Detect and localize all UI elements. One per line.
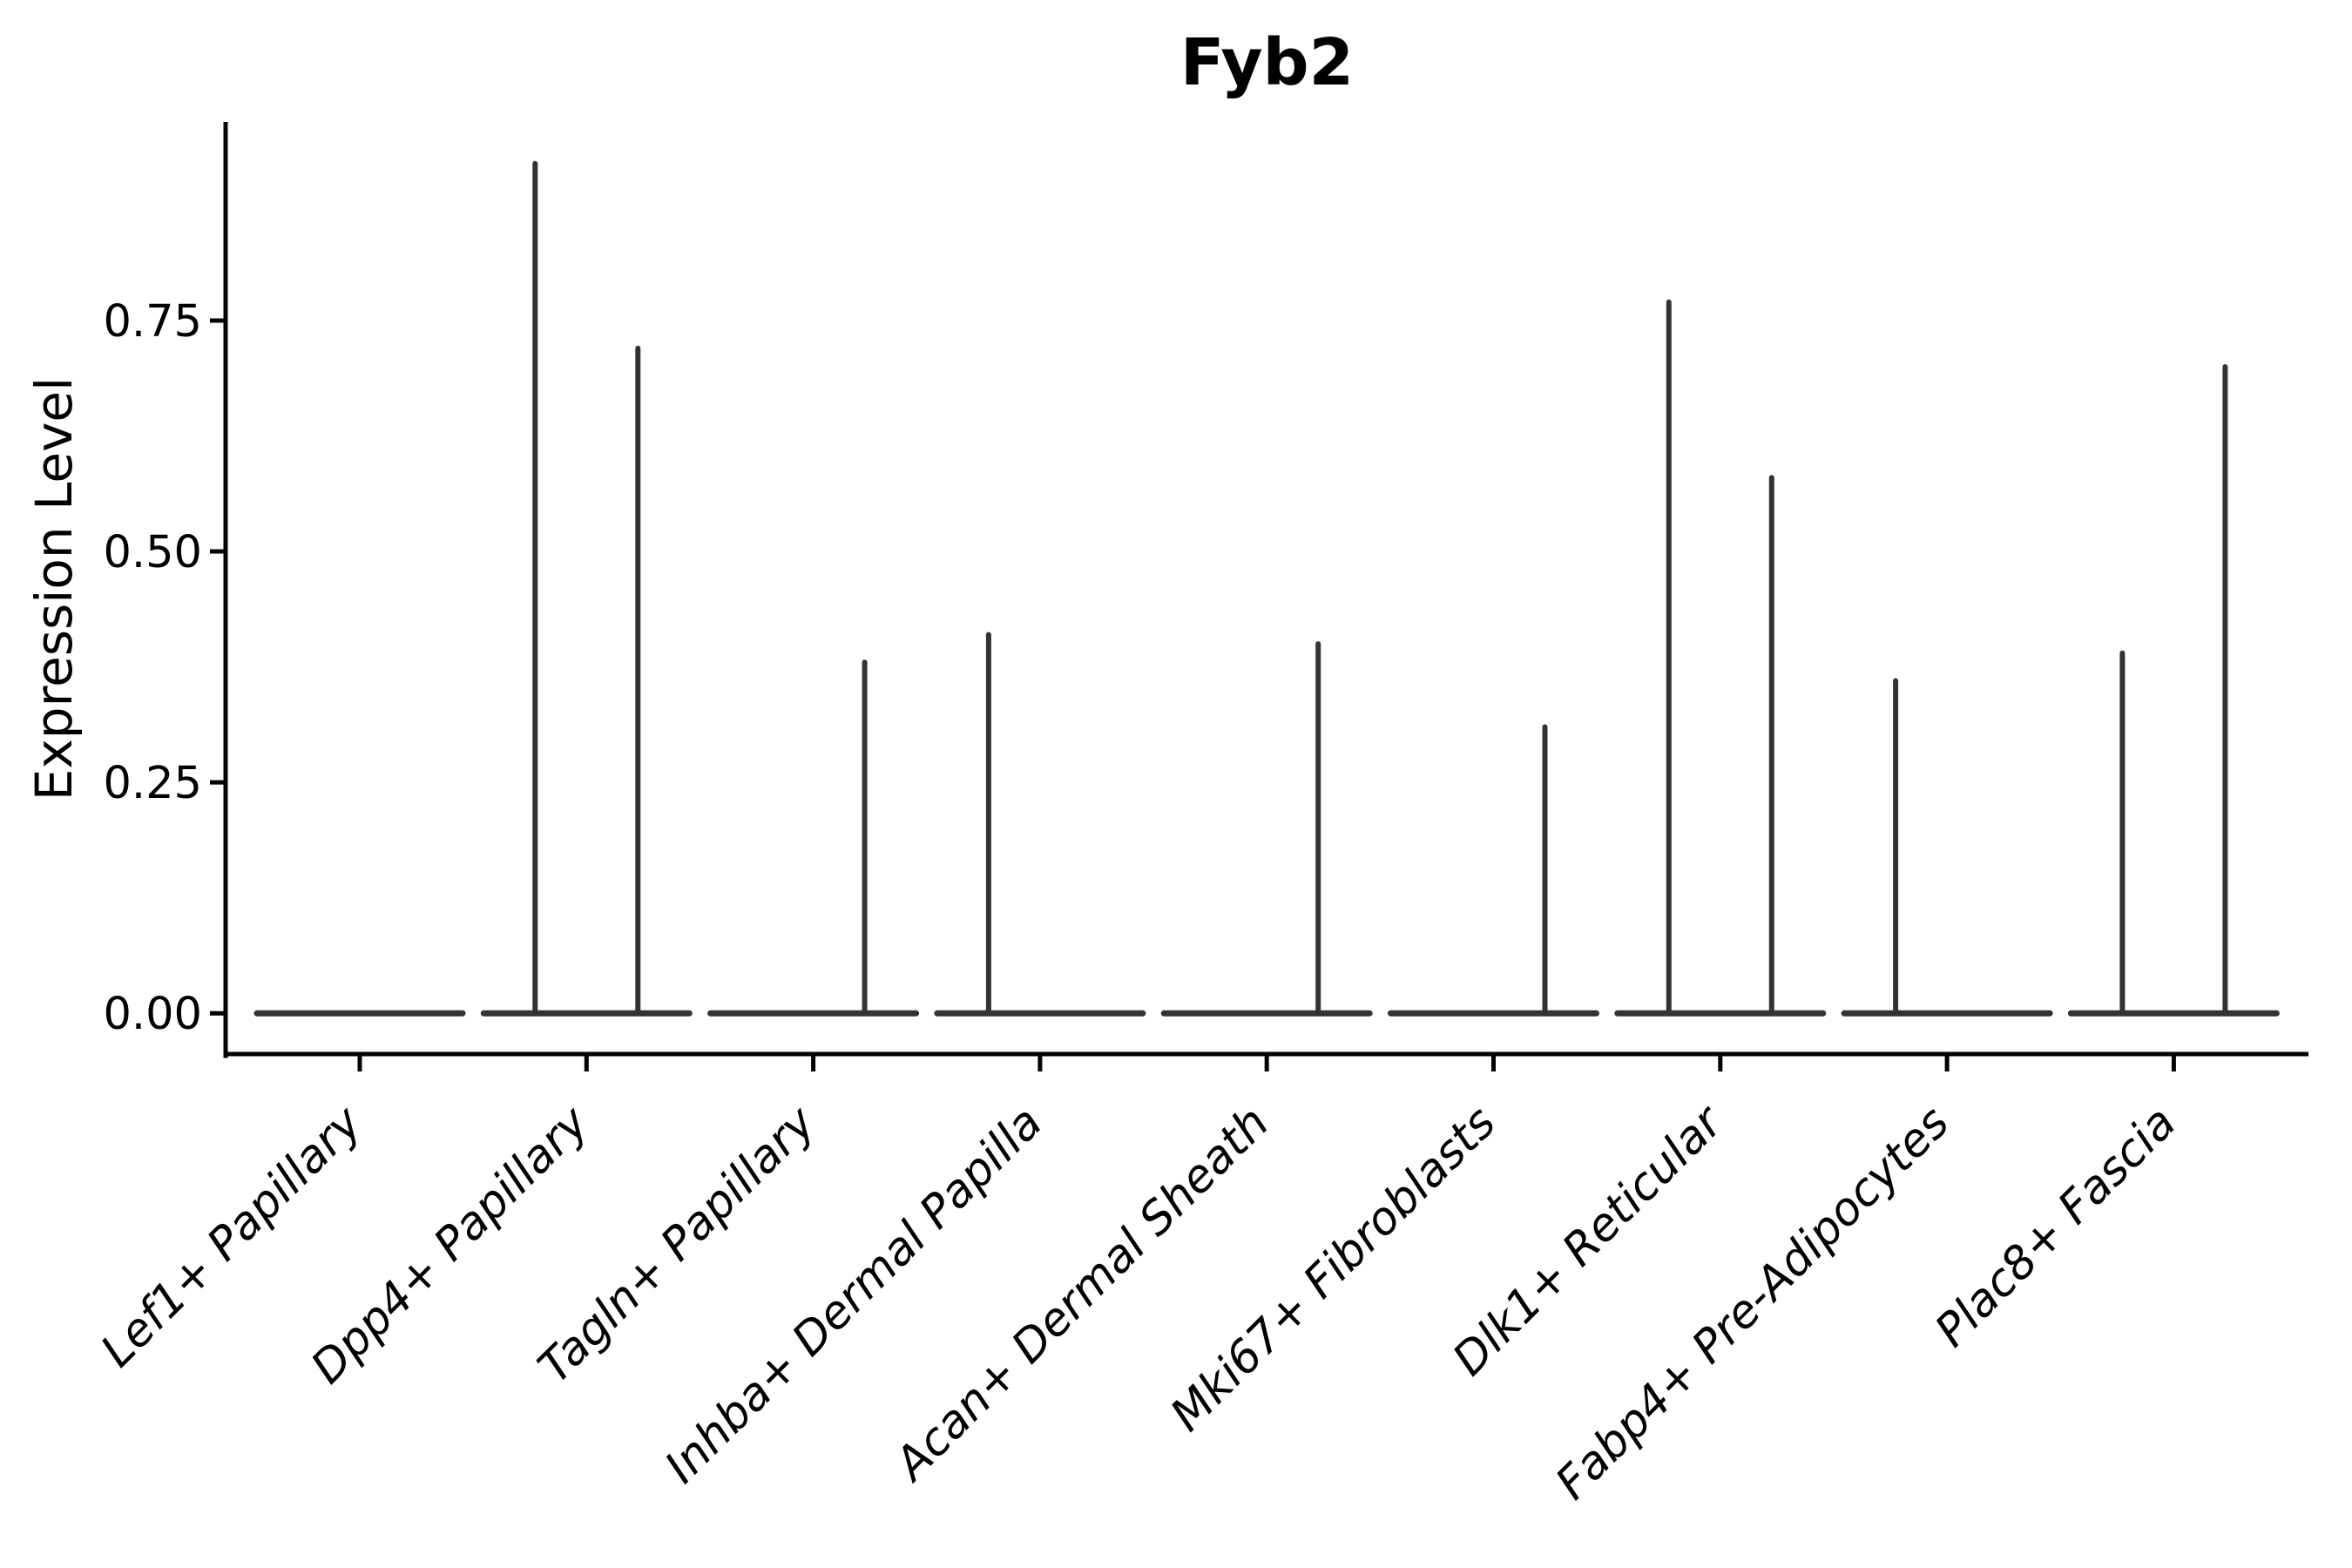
y-tick-label: 0.50 [103, 527, 202, 578]
x-tick-label: Acan+ Dermal Sheath [883, 1097, 1279, 1492]
y-tick-label: 0.75 [103, 296, 202, 348]
x-tick-label: Plac8+ Fascia [1925, 1097, 2186, 1357]
y-tick-label: 0.25 [103, 758, 202, 809]
x-tick-label: Fabp4+ Pre-Adipocytes [1546, 1097, 1960, 1511]
chart-title: Fyb2 [1179, 25, 1355, 100]
x-tick-label: Inhba+ Dermal Papilla [655, 1097, 1052, 1494]
y-tick-label: 0.00 [103, 989, 202, 1040]
